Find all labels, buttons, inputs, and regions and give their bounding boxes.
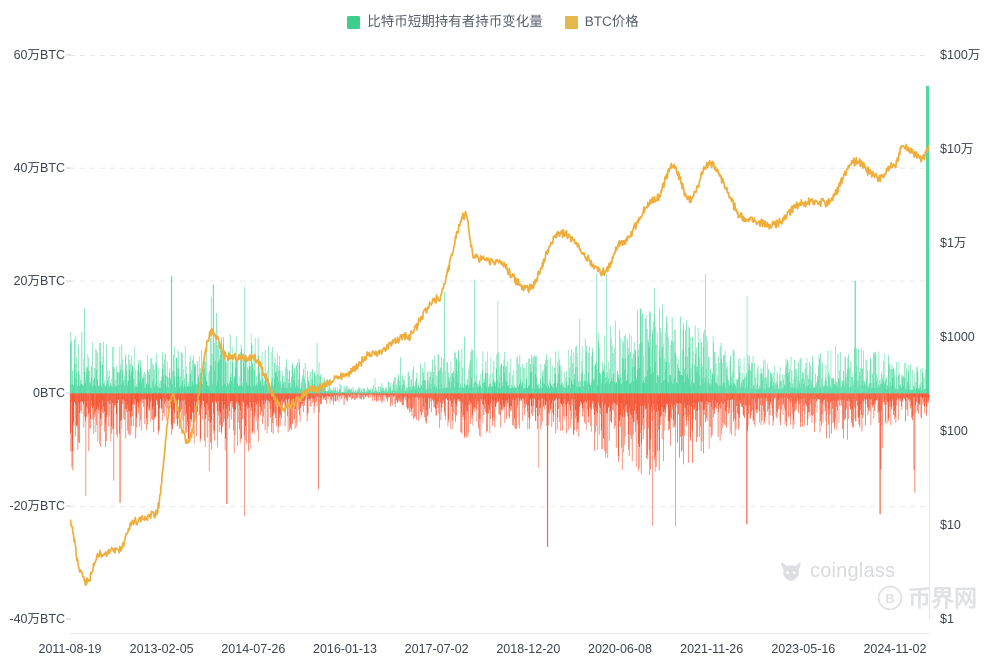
y-axis-right-tick: $10 [940,517,961,532]
y-axis-left-tick-mark [66,167,71,169]
chart-container[interactable]: 60万BTC 40万BTC 20万BTC 0BTC -20万BTC -40万BTC $100… [0,34,986,655]
y-axis-left-tick-mark [66,618,71,620]
y-axis-left-tick: 60万BTC [13,47,65,62]
series-canvas [70,86,929,587]
y-axis-left-tick: 0BTC [33,386,65,401]
y-axis-right-tick: $1000 [940,329,975,344]
y-axis-left-tick-mark [66,54,71,56]
legend-label: 比特币短期持有者持币变化量 [367,14,543,30]
y-axis-right-tick: $1万 [940,235,967,250]
y-axis-left-tick-mark [66,392,71,394]
y-axis-right-tick: $100 [940,423,968,438]
legend-item-sth-change[interactable]: 比特币短期持有者持币变化量 [347,15,543,29]
x-axis-tick: 2023-05-16 [771,642,836,656]
x-axis-tick: 2016-01-13 [313,642,377,656]
legend-swatch-icon [564,15,578,29]
y-axis-left-tick: -40万BTC [9,611,65,626]
x-axis-tick: 2024-11-02 [863,642,927,656]
legend-label: BTC价格 [584,14,639,30]
y-axis-right-tick: $100万 [940,47,981,62]
y-axis-right-tick: $10万 [940,141,974,156]
y-axis-right-tick: $1 [940,611,954,626]
bar-series [70,86,929,547]
y-axis-left-tick: 20万BTC [13,273,65,288]
x-axis-tick: 2020-06-08 [587,642,652,656]
plot-area[interactable] [70,55,929,619]
y-axis-left-tick: -20万BTC [9,498,65,513]
right-axis-spine [929,89,930,619]
x-axis-tick: 2017-07-02 [404,642,469,656]
y-axis-left-tick: 40万BTC [13,160,65,175]
x-axis-tick: 2018-12-20 [496,642,561,656]
legend-item-btc-price[interactable]: BTC价格 [564,14,639,30]
x-axis-tick: 2011-08-19 [38,642,102,656]
legend-swatch-icon [347,15,361,29]
y-axis-left-tick-mark [66,280,71,282]
x-axis-tick: 2021-11-26 [680,642,744,656]
bottom-axis-spine [70,633,929,634]
x-axis-tick: 2013-02-05 [129,642,194,656]
chart-legend: 比特币短期持有者持币变化量 BTC价格 [0,10,986,34]
price-line [70,143,929,587]
x-axis-tick: 2014-07-26 [221,642,286,656]
y-axis-left-tick-mark [66,505,71,507]
